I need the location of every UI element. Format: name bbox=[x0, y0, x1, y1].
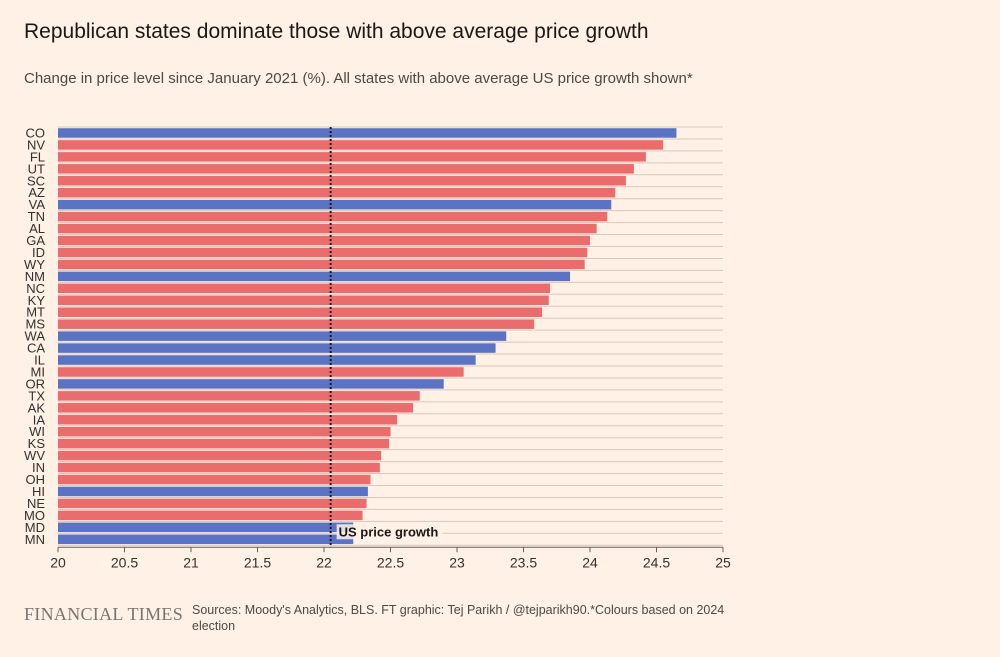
category-label: WA bbox=[25, 329, 46, 344]
category-label: MI bbox=[31, 364, 45, 379]
category-label: KY bbox=[28, 293, 46, 308]
category-label: NE bbox=[27, 496, 45, 511]
category-label: MS bbox=[26, 317, 46, 332]
x-tick-label: 20.5 bbox=[111, 554, 138, 570]
bar-tx bbox=[58, 391, 420, 401]
bar-in bbox=[58, 462, 380, 473]
bar-ms bbox=[58, 319, 535, 329]
category-label: AK bbox=[28, 400, 46, 415]
category-label: TX bbox=[28, 388, 45, 403]
category-label: IL bbox=[34, 353, 45, 368]
category-label: NC bbox=[26, 281, 45, 296]
bar-va bbox=[58, 199, 612, 210]
bar-chart: CONVFLUTSCAZVATNALGAIDWYNMNCKYMTMSWACAIL… bbox=[24, 125, 731, 570]
category-label: OR bbox=[26, 376, 46, 391]
category-label: TN bbox=[28, 209, 45, 224]
category-label: GA bbox=[26, 233, 45, 248]
category-label: MD bbox=[25, 520, 45, 535]
category-label: WY bbox=[24, 257, 45, 272]
x-tick-label: 22.5 bbox=[377, 554, 404, 570]
bar-ky bbox=[58, 295, 549, 306]
chart-title: Republican states dominate those with ab… bbox=[24, 20, 649, 43]
bar-ak bbox=[58, 403, 414, 413]
category-label: MN bbox=[25, 532, 45, 547]
x-tick-label: 24.5 bbox=[643, 554, 670, 570]
bar-az bbox=[58, 187, 616, 198]
bar-ga bbox=[58, 235, 590, 246]
category-label: VA bbox=[29, 197, 46, 212]
category-label: IA bbox=[33, 412, 46, 427]
bar-wi bbox=[58, 426, 391, 437]
x-tick-label: 21.5 bbox=[244, 554, 271, 570]
bar-nv bbox=[58, 140, 664, 150]
bar-mi bbox=[58, 367, 464, 377]
bar-fl bbox=[58, 152, 646, 162]
bar-al bbox=[58, 223, 597, 234]
x-tick-label: 20 bbox=[50, 554, 66, 570]
category-label: NV bbox=[27, 137, 45, 152]
category-label: SC bbox=[27, 173, 45, 188]
bar-sc bbox=[58, 176, 626, 186]
category-label: IN bbox=[32, 460, 45, 475]
bar-tn bbox=[58, 211, 608, 222]
bar-wv bbox=[58, 450, 382, 461]
x-tick-label: 24 bbox=[582, 554, 598, 570]
category-label: CA bbox=[27, 341, 45, 356]
category-label: UT bbox=[28, 161, 45, 176]
category-label: NM bbox=[25, 269, 45, 284]
category-label: AZ bbox=[28, 185, 45, 200]
bar-mn bbox=[58, 534, 354, 545]
bar-mt bbox=[58, 307, 543, 317]
us-average-label-bg bbox=[336, 524, 443, 540]
bar-id bbox=[58, 247, 588, 258]
bar-ca bbox=[58, 343, 496, 353]
bar-il bbox=[58, 355, 476, 365]
bar-oh bbox=[58, 474, 371, 485]
bar-ne bbox=[58, 498, 367, 509]
x-tick-label: 23 bbox=[449, 554, 465, 570]
category-label: MT bbox=[26, 305, 45, 320]
x-tick-label: 25 bbox=[715, 554, 731, 570]
ft-logo: FINANCIAL TIMES bbox=[24, 604, 184, 624]
bar-wy bbox=[58, 259, 585, 270]
category-label: MO bbox=[24, 508, 45, 523]
category-label: FL bbox=[30, 149, 45, 164]
category-label: KS bbox=[28, 436, 46, 451]
category-label: WI bbox=[29, 424, 45, 439]
bar-ia bbox=[58, 415, 398, 425]
bar-hi bbox=[58, 486, 368, 497]
bar-co bbox=[58, 128, 677, 138]
x-tick-label: 23.5 bbox=[510, 554, 537, 570]
x-tick-label: 21 bbox=[183, 554, 199, 570]
category-label: OH bbox=[26, 472, 46, 487]
bar-nm bbox=[58, 271, 571, 282]
bar-nc bbox=[58, 283, 551, 294]
bar-ks bbox=[58, 438, 390, 449]
category-label: WV bbox=[24, 448, 45, 463]
bar-or bbox=[58, 379, 444, 389]
bar-md bbox=[58, 522, 354, 533]
source-note: Sources: Moody's Analytics, BLS. FT grap… bbox=[192, 603, 725, 633]
category-label: CO bbox=[26, 125, 46, 140]
bar-wa bbox=[58, 331, 507, 341]
chart-subtitle: Change in price level since January 2021… bbox=[24, 70, 693, 87]
us-average-label: US price growth bbox=[339, 524, 439, 539]
x-tick-label: 22 bbox=[316, 554, 332, 570]
bar-ut bbox=[58, 164, 634, 174]
bar-mo bbox=[58, 510, 363, 521]
category-label: ID bbox=[32, 245, 45, 260]
category-label: AL bbox=[29, 221, 45, 236]
category-label: HI bbox=[32, 484, 45, 499]
